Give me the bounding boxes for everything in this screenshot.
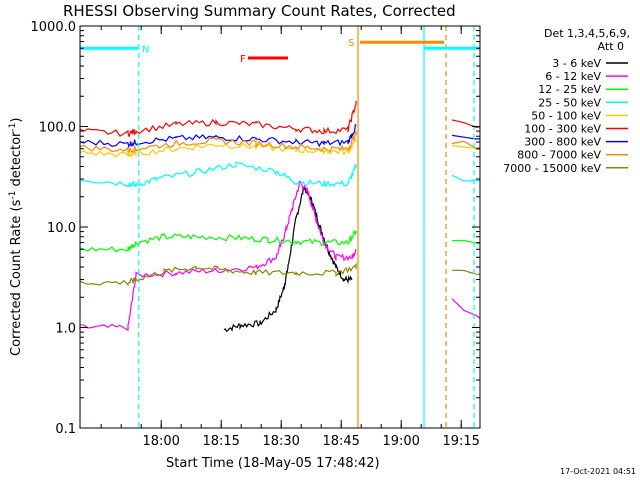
series-line-4 bbox=[80, 137, 480, 159]
chart-title: RHESSI Observing Summary Count Rates, Co… bbox=[63, 2, 456, 20]
y-tick-label-0: 0.1 bbox=[55, 422, 76, 437]
legend-header-line2: Att 0 bbox=[598, 40, 624, 53]
y-tick-label-2: 10.0 bbox=[47, 221, 76, 236]
legend-header-line1: Det 1,3,4,5,6,9, bbox=[544, 27, 630, 40]
y-tick-label-3: 100.0 bbox=[39, 121, 76, 136]
x-tick-label-5: 19:15 bbox=[442, 434, 479, 449]
legend-label-3: 25 - 50 keV bbox=[538, 96, 601, 109]
flag-label-2: F bbox=[240, 54, 246, 65]
axes-layer: N F S 0.1 1.0 10.0 100.0 1000.0 18:00 18:15 18:30 1… bbox=[31, 20, 481, 449]
series-line-1 bbox=[80, 180, 480, 332]
legend-label-6: 300 - 800 keV bbox=[524, 136, 601, 149]
series-layer bbox=[80, 101, 480, 333]
series-line-0 bbox=[223, 186, 353, 333]
series-line-7 bbox=[80, 131, 480, 154]
legend-label-7: 800 - 7000 keV bbox=[517, 149, 601, 162]
series-line-8 bbox=[80, 262, 480, 287]
legend-label-2: 12 - 25 keV bbox=[538, 83, 601, 96]
plot-frame bbox=[79, 25, 481, 429]
y-axis-label: Corrected Count Rate (s-1 detector-1) bbox=[8, 118, 24, 356]
y-axis-label-sup2: -1 bbox=[8, 123, 18, 132]
flag-label-0: N bbox=[142, 44, 149, 55]
series-line-5 bbox=[80, 101, 480, 137]
series-line-3 bbox=[80, 161, 480, 188]
series-line-6 bbox=[80, 123, 480, 149]
x-tick-label-1: 18:15 bbox=[202, 434, 239, 449]
y-axis-label-main: Corrected Count Rate (s bbox=[9, 199, 24, 356]
x-tick-label-2: 18:30 bbox=[262, 434, 299, 449]
y-axis-label-sup1: -1 bbox=[8, 191, 18, 200]
footer-timestamp: 17-Oct-2021 04:51 bbox=[560, 467, 636, 476]
legend-label-1: 6 - 12 keV bbox=[545, 70, 601, 83]
y-tick-label-4: 1000.0 bbox=[31, 20, 77, 35]
y-axis-label-end: ) bbox=[9, 118, 24, 123]
legend-label-4: 50 - 100 keV bbox=[531, 109, 601, 122]
x-tick-label-0: 18:00 bbox=[142, 434, 179, 449]
series-line-2 bbox=[80, 230, 480, 253]
y-tick-label-1: 1.0 bbox=[55, 322, 76, 337]
legend-label-5: 100 - 300 keV bbox=[524, 123, 601, 136]
legend-label-8: 7000 - 15000 keV bbox=[503, 162, 601, 175]
overlay-layer bbox=[80, 26, 480, 428]
flag-label-3: S bbox=[348, 38, 354, 49]
y-axis-label-mid: detector bbox=[9, 131, 24, 191]
x-tick-label-3: 18:45 bbox=[322, 434, 359, 449]
x-tick-label-4: 19:00 bbox=[382, 434, 419, 449]
legend-label-0: 3 - 6 keV bbox=[552, 57, 601, 70]
x-axis-label: Start Time (18-May-05 17:48:42) bbox=[166, 456, 380, 471]
